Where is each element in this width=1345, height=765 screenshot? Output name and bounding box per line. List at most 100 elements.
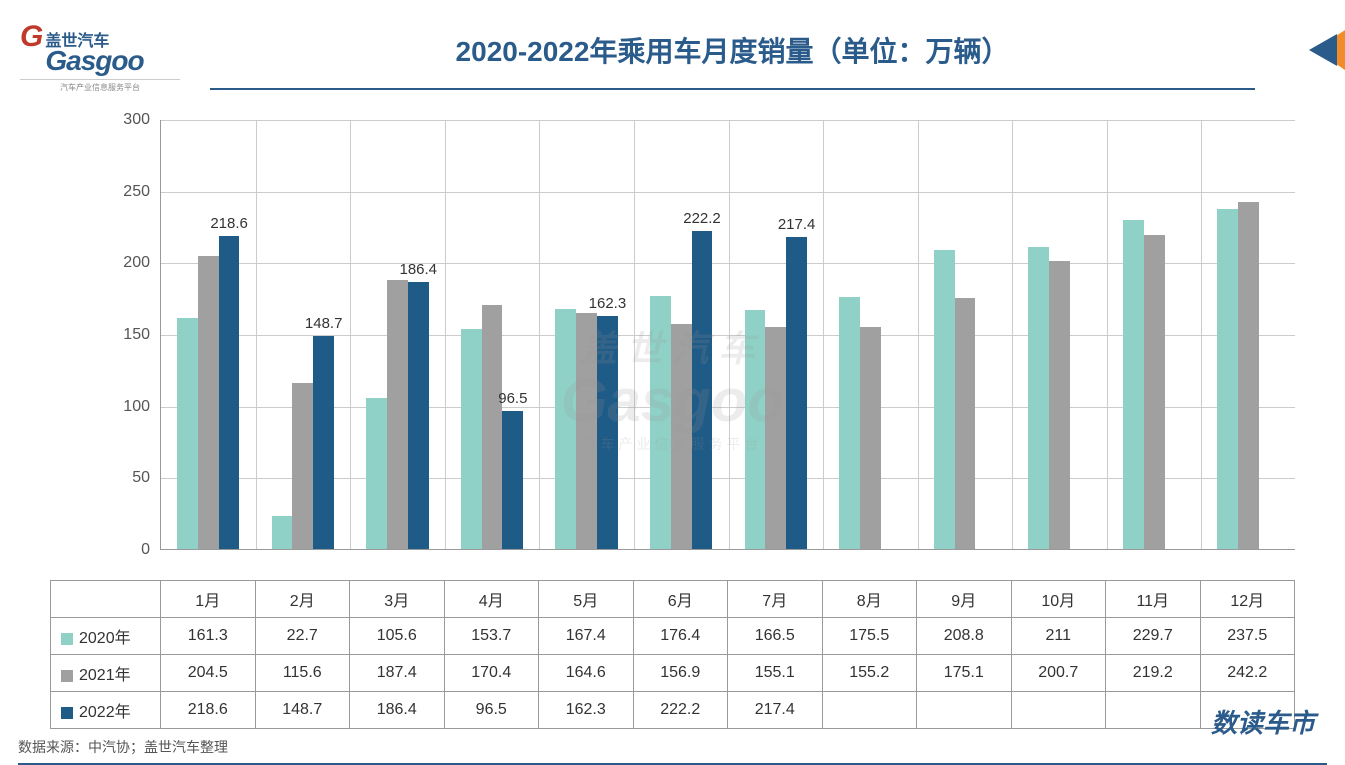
bar-label: 162.3 (589, 295, 627, 312)
bar (502, 411, 523, 549)
bar (934, 250, 955, 549)
bar (786, 237, 807, 549)
table-cell: 115.6 (255, 655, 350, 692)
table-cell: 204.5 (161, 655, 256, 692)
bar (765, 327, 786, 549)
bar (219, 236, 240, 549)
table-header-month: 5月 (539, 581, 634, 618)
bar (198, 256, 219, 549)
table-cell: 187.4 (350, 655, 445, 692)
bar (576, 313, 597, 549)
table-cell: 22.7 (255, 618, 350, 655)
logo-brand: Gasgoo (45, 45, 143, 77)
bar (650, 296, 671, 549)
legend-swatch (61, 670, 73, 682)
table-cell: 105.6 (350, 618, 445, 655)
table-header-month: 9月 (917, 581, 1012, 618)
table-cell: 161.3 (161, 618, 256, 655)
table-header-month: 11月 (1106, 581, 1201, 618)
y-tick: 0 (110, 541, 150, 559)
grid-vert (350, 120, 351, 549)
table-cell: 237.5 (1200, 618, 1295, 655)
bar (461, 329, 482, 549)
table-cell: 153.7 (444, 618, 539, 655)
table-cell: 219.2 (1106, 655, 1201, 692)
legend-label: 2021年 (79, 667, 131, 684)
table-row: 2022年218.6148.7186.496.5162.3222.2217.4 (51, 692, 1295, 729)
bar (387, 280, 408, 549)
table-cell: 222.2 (633, 692, 728, 729)
table-cell: 167.4 (539, 618, 634, 655)
table-cell: 148.7 (255, 692, 350, 729)
bar (692, 231, 713, 549)
legend-cell: 2021年 (51, 655, 161, 692)
table-header-month: 10月 (1011, 581, 1106, 618)
y-tick: 200 (110, 254, 150, 272)
table-row: 2021年204.5115.6187.4170.4164.6156.9155.1… (51, 655, 1295, 692)
table-header-month: 2月 (255, 581, 350, 618)
table-cell: 164.6 (539, 655, 634, 692)
legend-label: 2020年 (79, 630, 131, 647)
chart-title: 2020-2022年乘用车月度销量（单位：万辆） (210, 20, 1255, 90)
bar (313, 336, 334, 549)
table-header-month: 3月 (350, 581, 445, 618)
bar (292, 383, 313, 549)
table-cell: 229.7 (1106, 618, 1201, 655)
logo-accent: G (20, 20, 43, 54)
bar-label: 218.6 (210, 215, 248, 232)
table-header-month: 7月 (728, 581, 823, 618)
table-cell: 170.4 (444, 655, 539, 692)
table-cell (822, 692, 917, 729)
chart-area: 050100150200250300 218.6148.7186.496.516… (120, 120, 1295, 580)
table-cell: 211 (1011, 618, 1106, 655)
y-tick: 300 (110, 111, 150, 129)
bar (955, 298, 976, 549)
table-cell: 208.8 (917, 618, 1012, 655)
logo-sub: 汽车产业信息服务平台 (20, 79, 180, 93)
bar (1049, 261, 1070, 549)
page-arrow-icon (1295, 30, 1345, 75)
grid-vert (1201, 120, 1202, 549)
table-cell: 218.6 (161, 692, 256, 729)
table-cell: 162.3 (539, 692, 634, 729)
footer-brand: 数读车市 (1211, 703, 1315, 740)
y-tick: 150 (110, 326, 150, 344)
bar (177, 318, 198, 549)
grid-vert (539, 120, 540, 549)
y-tick: 250 (110, 183, 150, 201)
grid-vert (729, 120, 730, 549)
table-cell: 155.2 (822, 655, 917, 692)
table-cell (1106, 692, 1201, 729)
legend-cell: 2022年 (51, 692, 161, 729)
y-tick: 100 (110, 398, 150, 416)
bar-label: 148.7 (305, 315, 343, 332)
legend-cell: 2020年 (51, 618, 161, 655)
table-header-month: 8月 (822, 581, 917, 618)
table-cell: 175.1 (917, 655, 1012, 692)
bar-label: 186.4 (399, 261, 437, 278)
bar-label: 96.5 (498, 390, 527, 407)
bar (1123, 220, 1144, 549)
grid-vert (823, 120, 824, 549)
bar (1028, 247, 1049, 549)
arrow-front (1309, 34, 1337, 66)
plot-area: 218.6148.7186.496.5162.3222.2217.4 (160, 120, 1295, 550)
bar (482, 305, 503, 549)
bar (1144, 235, 1165, 549)
table-cell: 242.2 (1200, 655, 1295, 692)
footer-source: 数据来源：中汽协；盖世汽车整理 (18, 737, 1345, 757)
table-cell: 200.7 (1011, 655, 1106, 692)
bar (860, 327, 881, 549)
bar-label: 217.4 (778, 216, 816, 233)
table-cell: 166.5 (728, 618, 823, 655)
grid-vert (256, 120, 257, 549)
bar (1217, 209, 1238, 549)
header: G 盖世汽车 Gasgoo 汽车产业信息服务平台 2020-2022年乘用车月度… (0, 0, 1345, 100)
bar (745, 310, 766, 549)
table-cell: 176.4 (633, 618, 728, 655)
table-cell: 96.5 (444, 692, 539, 729)
bar (272, 516, 293, 549)
table-header-month: 1月 (161, 581, 256, 618)
table-cell: 186.4 (350, 692, 445, 729)
grid-vert (1107, 120, 1108, 549)
